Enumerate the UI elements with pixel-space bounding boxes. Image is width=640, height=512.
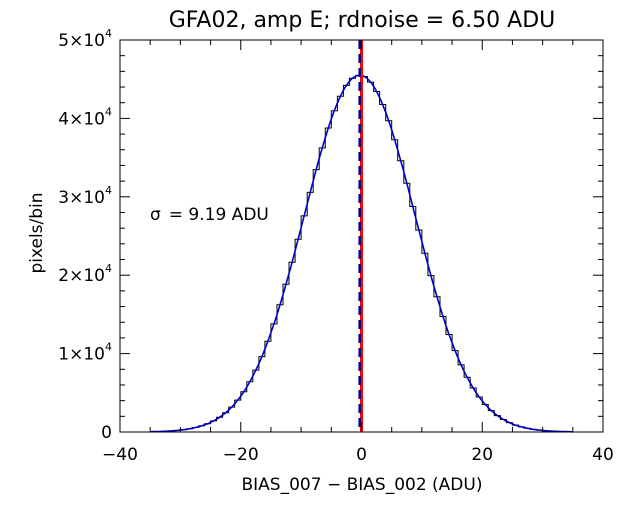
y-tick-label: 1×104 [58, 341, 112, 365]
y-axis-label: pixels/bin [27, 192, 47, 273]
sigma-annotation: σ = 9.19 ADU [150, 205, 269, 225]
x-axis-label: BIAS_007 − BIAS_002 (ADU) [242, 475, 483, 495]
y-tick-label: 4×104 [58, 105, 112, 129]
y-tick-label: 0 [101, 423, 112, 443]
x-tick-label: −20 [223, 445, 259, 465]
x-tick-label: 20 [471, 445, 493, 465]
y-tick-label: 2×104 [58, 262, 112, 286]
y-tick-label: 3×104 [58, 184, 112, 208]
tick-label-layer: −40 −20 0 20 40 0 1×104 2×104 3×104 4×104 5×104 [58, 27, 614, 465]
axes-layer [119, 39, 604, 433]
x-tick-label: 40 [592, 445, 614, 465]
marker-layer [358, 40, 363, 432]
x-tick-label: −40 [102, 445, 138, 465]
y-tick-label: 5×104 [58, 27, 112, 51]
chart-title: GFA02, amp E; rdnoise = 6.50 ADU [169, 8, 556, 33]
x-tick-label: 0 [356, 445, 367, 465]
sigma-symbol: σ [150, 205, 161, 225]
sigma-value: = 9.19 ADU [169, 205, 269, 225]
